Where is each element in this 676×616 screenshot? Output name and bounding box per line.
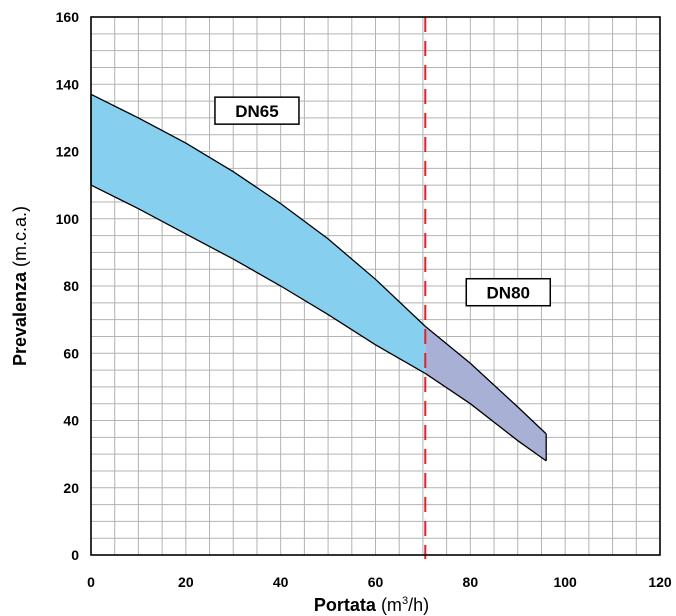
x-axis-title: Portata (m3/h) [314, 595, 429, 615]
curve-upper-dn80 [424, 325, 547, 435]
band-dn65 [91, 94, 426, 374]
label-box-frame [214, 96, 300, 125]
band-dn80 [425, 326, 547, 461]
x-tick-label: 60 [368, 574, 384, 590]
y-tick-label: 160 [56, 9, 80, 25]
series-dn65 [90, 93, 426, 374]
y-tick-label: 40 [63, 413, 79, 429]
label-box-frame [465, 277, 552, 307]
x-tick-label: 20 [178, 574, 194, 590]
x-tick-label: 100 [553, 574, 577, 590]
x-tick-label: 40 [273, 574, 289, 590]
x-tick-label: 80 [463, 574, 479, 590]
curve-lower-dn80 [424, 372, 547, 462]
y-tick-label: 140 [56, 76, 80, 92]
y-tick-label: 60 [63, 345, 79, 361]
y-tick-label: 0 [71, 547, 79, 563]
x-tick-label: 120 [648, 574, 672, 590]
y-axis-title: Prevalenza (m.c.a.) [10, 206, 30, 366]
label-box-text: DN65 [235, 102, 278, 121]
plot-frame [90, 16, 661, 556]
label-box-dn65: DN65 [214, 96, 300, 125]
label-box-text: DN80 [487, 284, 530, 303]
y-tick-label: 80 [63, 278, 79, 294]
label-box-dn80: DN80 [465, 277, 552, 307]
x-tick-label: 0 [87, 574, 95, 590]
series-dn80 [424, 325, 547, 462]
curve-upper-dn65 [90, 93, 426, 327]
y-tick-label: 100 [56, 211, 80, 227]
y-tick-label: 120 [56, 144, 80, 160]
y-tick-label: 20 [63, 480, 79, 496]
curve-lower-dn65 [90, 184, 426, 374]
